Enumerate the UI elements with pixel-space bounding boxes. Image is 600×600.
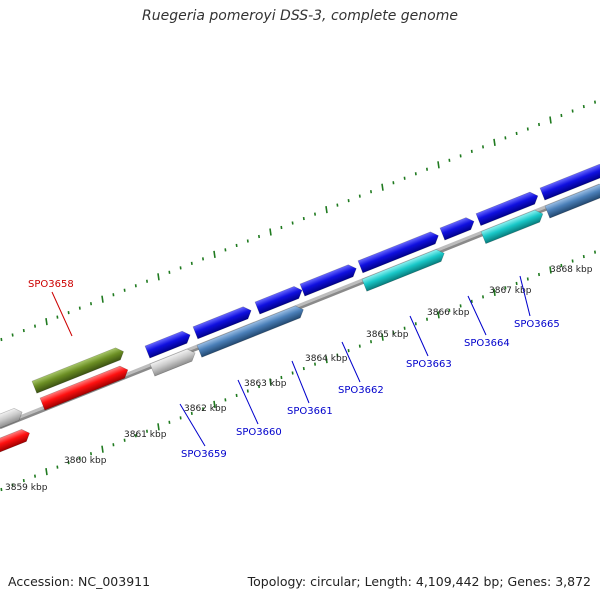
gene-arrow-olive [31,347,124,394]
gene-arrow-red [39,365,129,411]
major-tick [269,378,272,386]
gene-label-leader [237,379,259,425]
major-tick [381,333,384,341]
gene-bar-gray-shape [0,408,23,431]
gene-arrow [144,330,191,359]
major-tick [101,445,104,453]
gene-label: SPO3661 [287,406,333,417]
gene-bar-steelblue-shape [544,181,600,219]
major-tick [549,116,552,124]
gene-label: SPO3665 [514,319,560,330]
gene-arrow-shape [475,191,539,227]
position-label: 3866 kbp [427,308,470,318]
gene-label: SPO3659 [181,449,227,460]
position-label: 3865 kbp [366,330,409,340]
major-tick [269,228,272,236]
gene-arrow [475,191,539,227]
major-tick [213,250,216,259]
gene-arrow-shape [144,330,191,359]
major-tick [325,355,328,364]
position-label: 3868 kbp [550,265,593,275]
major-tick [45,467,48,476]
major-tick [157,423,160,431]
gene-arrow [299,264,357,297]
gene-bar-gray [149,348,196,377]
page-title: Ruegeria pomeroyi DSS-3, complete genome [142,8,458,24]
position-label: 3867 kbp [489,286,532,296]
position-label: 3860 kbp [64,456,107,466]
gene-arrow-shape [299,264,357,297]
gene-arrow [539,163,600,201]
gene-bar-cyan [480,209,544,245]
gene-label-leader [519,275,531,317]
gene-label: SPO3660 [236,427,282,438]
gene-bar-steelblue [196,305,304,358]
gene-arrow [254,286,303,315]
gene-label-leader [291,360,310,404]
gene-label-leader [51,291,73,337]
major-tick [381,183,384,191]
major-tick [325,205,328,214]
inner-tick-row [0,250,597,492]
gene-arrow [439,217,475,241]
gene-arrow-red-shape [0,429,30,455]
major-tick [45,317,48,326]
gene-bar-steelblue [544,181,600,219]
gene-bar-cyan [361,249,445,292]
major-tick [101,295,104,303]
gene-arrow-shape [192,306,252,340]
position-label: 3859 kbp [5,483,48,493]
gene-arrow-shape [357,231,439,274]
gene-arrow [357,231,439,274]
position-label: 3862 kbp [184,404,227,414]
gene-bar-gray [0,408,23,431]
gene-bar-steelblue-shape [196,305,304,358]
gene-label: SPO3663 [406,359,452,370]
gene-label: SPO3662 [338,385,384,396]
position-label: 3863 kbp [244,379,287,389]
gene-arrow-shape [439,217,475,241]
gene-label-leader [467,295,487,336]
topology-summary-text: Topology: circular; Length: 4,109,442 bp… [247,574,591,589]
major-tick [157,273,160,281]
accession-text: Accession: NC_003911 [8,574,151,589]
position-label: 3864 kbp [305,354,348,364]
gene-bar-cyan-shape [361,249,445,292]
major-tick [437,161,440,169]
major-tick [213,400,216,409]
position-label: 3861 kbp [124,430,167,440]
gene-label-leader [179,403,206,447]
gene-arrow-shape [539,163,600,201]
gene-label: SPO3664 [464,338,510,349]
major-tick [493,138,496,147]
gene-arrow-red-shape [39,365,129,411]
major-tick [549,266,552,274]
gene-label: SPO3658 [28,279,74,290]
major-tick [493,288,496,297]
outer-tick-row [0,100,597,342]
gene-bar-cyan-shape [480,209,544,245]
gene-arrow-olive-shape [31,347,124,394]
gene-label-leader [409,315,429,357]
gene-arrow-red [0,429,30,455]
major-tick [437,311,440,319]
gene-arrow-shape [254,286,303,315]
gene-arrow [192,306,252,340]
gene-label-leader [341,341,361,383]
gene-bar-gray-shape [149,348,196,377]
